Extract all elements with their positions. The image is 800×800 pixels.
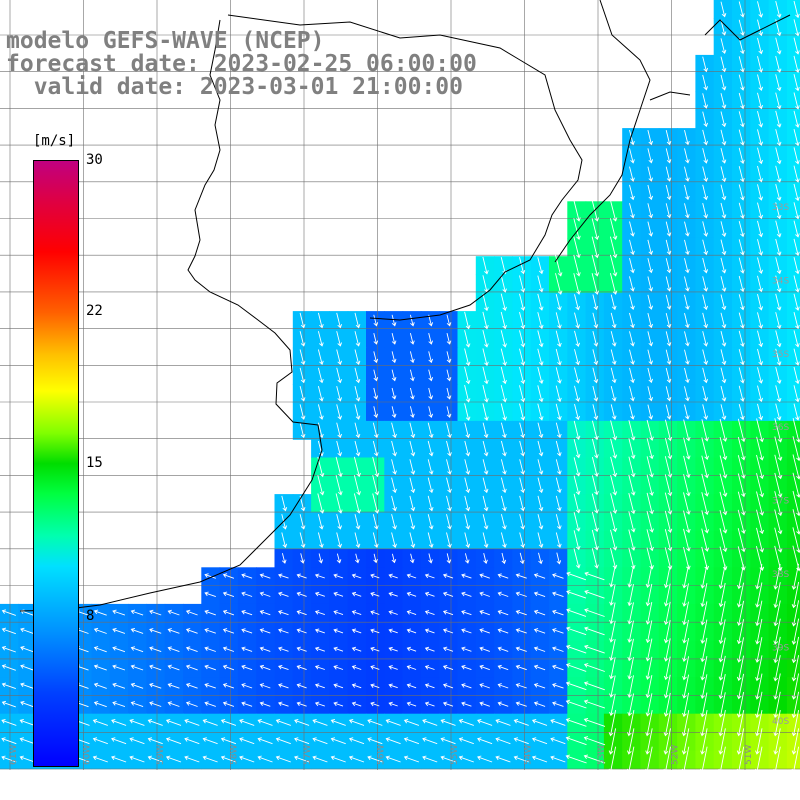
colorbar-tick-15: 15 bbox=[86, 455, 103, 471]
coastline bbox=[19, 0, 791, 612]
axis-labels: 61W 60W 59W 58W 57W 56W 55W 54W 53W 52W 51W 33S 34S 3… bbox=[9, 203, 789, 765]
lat-label: 39S bbox=[772, 643, 789, 653]
lon-label: 55W bbox=[450, 745, 460, 765]
lat-label: 37S bbox=[772, 497, 789, 507]
lon-label: 60W bbox=[83, 745, 93, 765]
lat-label: 33S bbox=[772, 203, 789, 213]
colorbar bbox=[33, 160, 79, 767]
lat-label: 34S bbox=[772, 276, 789, 286]
valid-date: valid date: 2023-03-01 21:00:00 bbox=[6, 74, 463, 100]
lat-label: 35S bbox=[772, 350, 789, 360]
lon-label: 52W bbox=[671, 745, 681, 765]
lon-label: 51W bbox=[744, 745, 754, 765]
lat-label: 38S bbox=[772, 570, 789, 580]
colorbar-unit: [m/s] bbox=[33, 133, 76, 149]
forecast-date: forecast date: 2023-02-25 06:00:00 bbox=[6, 51, 477, 77]
lat-label: 40S bbox=[772, 717, 789, 727]
lon-label: 57W bbox=[303, 745, 313, 765]
lon-label: 58W bbox=[230, 745, 240, 765]
colorbar-tick-30: 30 bbox=[86, 152, 103, 168]
colorbar-tick-8: 8 bbox=[86, 608, 95, 624]
lat-label: 36S bbox=[772, 423, 789, 433]
model-title: modelo GEFS-WAVE (NCEP) bbox=[6, 28, 325, 54]
lon-label: 59W bbox=[156, 745, 166, 765]
lat-lon-grid bbox=[0, 0, 800, 770]
wind-speed-field bbox=[0, 0, 800, 770]
lon-label: 54W bbox=[524, 745, 534, 765]
lon-label: 56W bbox=[377, 745, 387, 765]
lon-label: 53W bbox=[597, 745, 607, 765]
lon-label: 61W bbox=[9, 745, 19, 765]
colorbar-tick-22: 22 bbox=[86, 303, 103, 319]
